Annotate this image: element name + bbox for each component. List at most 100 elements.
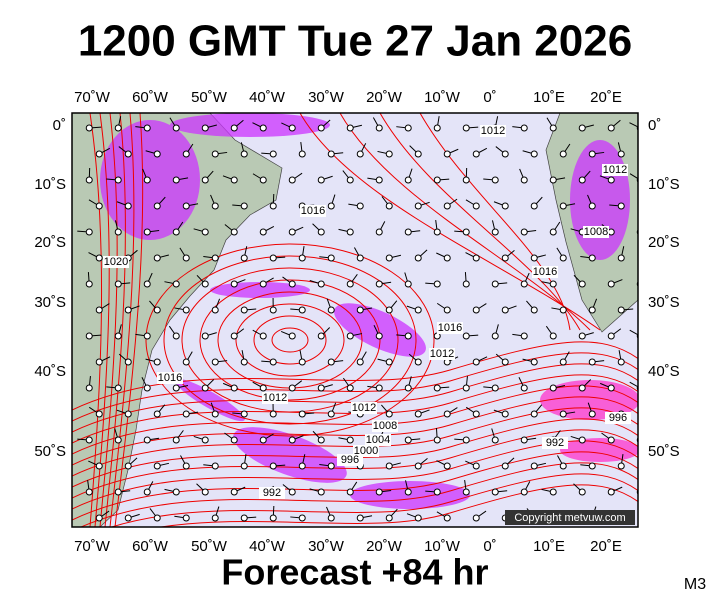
barb-station xyxy=(578,332,586,340)
barb-station xyxy=(327,150,335,158)
barb-station xyxy=(259,176,267,184)
barb-station xyxy=(578,176,586,184)
lat-label-left: 0˚ xyxy=(53,117,66,134)
barb-station xyxy=(230,488,238,496)
barb-station xyxy=(385,202,393,210)
barb-station xyxy=(443,306,451,314)
barb-stem xyxy=(629,173,638,180)
barb-station xyxy=(114,280,122,288)
barb-station xyxy=(617,254,625,262)
barb-station xyxy=(201,124,209,132)
barb-station xyxy=(298,306,306,314)
barb-station xyxy=(317,384,325,392)
barb-station xyxy=(433,384,441,392)
isobar-label-bg xyxy=(262,392,288,404)
barb-station xyxy=(385,462,393,470)
barb-station xyxy=(269,306,277,314)
barb-station xyxy=(530,202,538,210)
lon-label-bottom: 20˚E xyxy=(590,538,622,555)
barb-station xyxy=(269,358,277,366)
isobar-label: 996 xyxy=(341,454,359,466)
isobar xyxy=(379,113,581,331)
isobar xyxy=(89,113,103,527)
barb-station xyxy=(346,228,354,236)
barb-station xyxy=(443,514,451,522)
barb-station xyxy=(143,124,151,132)
barb-station xyxy=(95,306,103,314)
barb-station xyxy=(240,462,248,470)
barb-station xyxy=(433,436,441,444)
barb-stem xyxy=(629,381,638,388)
barb-station xyxy=(124,462,132,470)
barb-station xyxy=(85,280,93,288)
barb-station xyxy=(578,488,586,496)
lon-label-bottom: 50˚W xyxy=(191,538,228,555)
lon-label-top: 30˚W xyxy=(308,89,345,106)
barb-station xyxy=(95,462,103,470)
barb-station xyxy=(259,228,267,236)
barb-station xyxy=(404,436,412,444)
barb-station xyxy=(385,358,393,366)
barb-station xyxy=(143,436,151,444)
barb-station xyxy=(124,202,132,210)
barb-station xyxy=(356,150,364,158)
barb-station xyxy=(617,150,625,158)
wind-barbs xyxy=(77,116,651,522)
barb-station xyxy=(607,436,615,444)
barb-stem xyxy=(638,153,650,154)
barb-station xyxy=(172,280,180,288)
barb-station xyxy=(269,462,277,470)
barb-stem xyxy=(638,361,650,362)
lon-label-top: 20˚E xyxy=(590,89,622,106)
barb-station xyxy=(520,488,528,496)
barb-station xyxy=(385,410,393,418)
barb-station xyxy=(346,176,354,184)
barb-station xyxy=(578,124,586,132)
barb-station xyxy=(259,384,267,392)
barb-station xyxy=(288,124,296,132)
barb-station xyxy=(230,384,238,392)
barb-station xyxy=(375,124,383,132)
barb-station xyxy=(201,228,209,236)
barb-station xyxy=(153,202,161,210)
barb-station xyxy=(143,488,151,496)
barb-station xyxy=(607,176,615,184)
isobar xyxy=(72,352,638,422)
lat-label-right: 20˚S xyxy=(648,234,680,251)
isobar xyxy=(72,374,638,444)
barb-station xyxy=(559,254,567,262)
barb-station xyxy=(404,332,412,340)
isobar-label-bg xyxy=(365,434,391,446)
barb-station xyxy=(114,436,122,444)
lon-label-top: 70˚W xyxy=(74,89,111,106)
barb-stem xyxy=(640,486,651,492)
lon-label-top: 10˚E xyxy=(533,89,565,106)
barb-station xyxy=(375,228,383,236)
isobar xyxy=(163,255,417,425)
isobar xyxy=(99,113,118,527)
barb-station xyxy=(559,306,567,314)
isobar-label-bg xyxy=(103,256,129,268)
barb-station xyxy=(375,384,383,392)
barb-station xyxy=(385,150,393,158)
barb-station xyxy=(240,514,248,522)
barb-stem xyxy=(650,194,651,206)
barb-station xyxy=(520,436,528,444)
barb-station xyxy=(288,436,296,444)
barb-station xyxy=(414,202,422,210)
barb-station xyxy=(298,514,306,522)
lon-label-bottom: 30˚W xyxy=(308,538,345,555)
isobar-label: 1004 xyxy=(366,434,390,446)
barb-station xyxy=(530,358,538,366)
barb-station xyxy=(375,332,383,340)
barb-station xyxy=(240,254,248,262)
barb-station xyxy=(288,176,296,184)
lon-label-top: 40˚W xyxy=(249,89,286,106)
isobar-label-bg xyxy=(583,226,609,238)
isobar-label: 1016 xyxy=(301,205,325,217)
barb-station xyxy=(230,124,238,132)
barb-station xyxy=(114,332,122,340)
barb-station xyxy=(124,410,132,418)
